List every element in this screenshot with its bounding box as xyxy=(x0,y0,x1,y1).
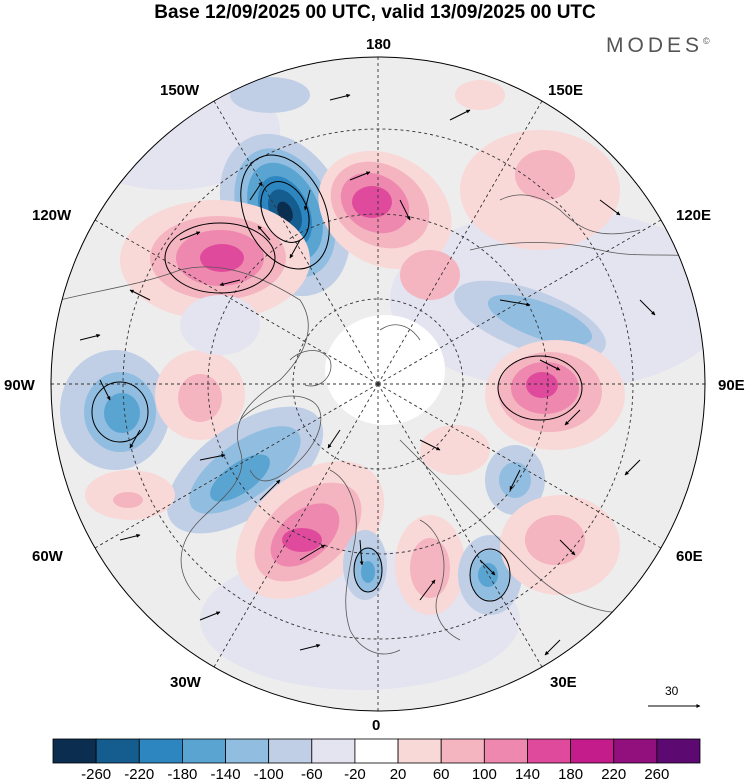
positive-region-60w xyxy=(85,470,175,520)
lon-label-0: 0 xyxy=(372,717,381,734)
colorbar-swatch xyxy=(181,738,226,764)
lon-label-30w: 30W xyxy=(170,674,201,691)
negative-region-north xyxy=(230,77,310,113)
colorbar-tick-label: 100 xyxy=(471,766,497,783)
modes-logo-text: MODES xyxy=(606,34,704,57)
colorbar-tick-label: 140 xyxy=(514,766,540,783)
meridians xyxy=(51,57,705,711)
colorbar-tick-label: -100 xyxy=(253,766,284,783)
positive-region-40e xyxy=(420,425,490,475)
anomaly-field xyxy=(51,57,705,711)
colorbar-tick-label: 260 xyxy=(644,766,670,783)
colorbar-tick-label: 180 xyxy=(558,766,584,783)
wind-vectors xyxy=(79,93,656,656)
positive-center-90e xyxy=(485,340,625,450)
positive-region-85w xyxy=(155,350,245,440)
colorbar-swatch xyxy=(354,738,399,764)
colorbar-swatch xyxy=(138,738,183,764)
modes-logo: MODES© xyxy=(606,34,710,58)
colorbar-swatch xyxy=(570,738,615,764)
colorbar-swatch xyxy=(95,738,140,764)
colorbar-swatch xyxy=(397,738,442,764)
reference-vector-value: 30 xyxy=(665,684,679,698)
colorbar-tick-label: -60 xyxy=(300,766,323,783)
lon-label-30e: 30E xyxy=(550,674,577,691)
positive-center-120w xyxy=(120,200,310,320)
colorbar-swatch xyxy=(52,738,97,764)
lon-label-90w: 90W xyxy=(4,377,35,394)
colorbar-swatch xyxy=(268,738,313,764)
lon-label-60e: 60E xyxy=(676,548,703,565)
lon-label-120w: 120W xyxy=(32,207,72,224)
colorbar-tick-label: -20 xyxy=(344,766,366,783)
colorbar-tick-label: 220 xyxy=(601,766,627,783)
colorbar-swatch xyxy=(225,738,270,764)
colorbar-tick-label: 20 xyxy=(389,766,407,783)
colorbar-swatch xyxy=(311,738,356,764)
colorbar-tick-label: -220 xyxy=(124,766,155,783)
negative-center-5w xyxy=(343,530,387,600)
colorbar-swatch xyxy=(483,738,528,764)
colorbar xyxy=(52,738,701,764)
copyright-mark: © xyxy=(703,36,710,46)
colorbar-tick-label: -180 xyxy=(167,766,198,783)
contour-lines xyxy=(91,154,583,602)
polar-white-area xyxy=(325,315,445,425)
lon-label-120e: 120E xyxy=(676,207,712,224)
colorbar-swatch xyxy=(527,738,572,764)
lon-label-90e: 90E xyxy=(718,377,745,394)
positive-center-10e xyxy=(395,515,465,615)
colorbar-tick-label: -260 xyxy=(81,766,112,783)
colorbar-tick-label: 60 xyxy=(432,766,450,783)
lon-label-150w: 150W xyxy=(160,82,200,99)
lavender-region-160w xyxy=(180,295,260,355)
colorbar-swatch xyxy=(656,738,701,764)
positive-center-60e xyxy=(500,495,620,595)
colorbar-tick-label: -140 xyxy=(210,766,241,783)
colorbar-swatch xyxy=(613,738,658,764)
map-title: Base 12/09/2025 00 UTC, valid 13/09/2025… xyxy=(154,2,596,23)
lon-label-180: 180 xyxy=(366,36,392,53)
negative-band-100e xyxy=(454,280,606,360)
lon-label-150e: 150E xyxy=(548,82,584,99)
negative-center-95w xyxy=(60,350,170,470)
colorbar-swatch xyxy=(440,738,485,764)
globe-outline xyxy=(50,56,706,712)
lon-label-60w: 60W xyxy=(32,548,63,565)
positive-center-170e xyxy=(318,150,460,300)
